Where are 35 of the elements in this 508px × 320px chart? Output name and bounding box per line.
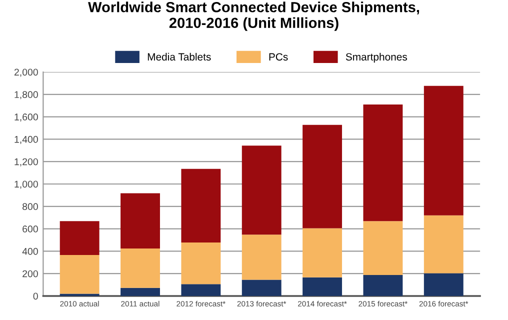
y-tick-label: 1,800 xyxy=(14,91,38,100)
bar xyxy=(242,280,282,296)
bar xyxy=(424,215,464,274)
bar xyxy=(363,104,403,222)
legend-label: Smartphones xyxy=(346,52,408,63)
bar xyxy=(302,124,342,228)
y-tick-label: 1,200 xyxy=(14,158,38,166)
y-tick-label: 800 xyxy=(22,203,38,210)
bar xyxy=(424,86,464,216)
bar xyxy=(181,242,221,284)
bar xyxy=(302,228,342,278)
bar xyxy=(120,248,160,288)
bar xyxy=(302,277,342,296)
legend-label: Media Tablets xyxy=(148,52,211,61)
y-tick-label: 1,600 xyxy=(14,114,38,122)
chart-title: Worldwide Smart Connected Device Shipments, 2010-2016 (Unit Millions) xyxy=(88,2,420,31)
bar xyxy=(60,221,100,256)
bar xyxy=(363,221,403,275)
legend-label: PCs xyxy=(269,53,288,61)
bar xyxy=(181,168,221,242)
bar xyxy=(60,255,100,294)
bar xyxy=(120,288,160,296)
bar xyxy=(120,193,160,249)
bar xyxy=(363,274,403,296)
y-tick-label: 200 xyxy=(22,270,38,278)
bar xyxy=(424,273,464,296)
y-tick-label: 1,400 xyxy=(14,136,38,144)
y-tick-label: 400 xyxy=(22,248,38,255)
bar xyxy=(181,284,221,296)
y-tick-label: 1,000 xyxy=(14,180,38,189)
y-tick-label: 600 xyxy=(22,226,38,232)
bar xyxy=(242,146,282,235)
bar xyxy=(242,234,282,280)
y-tick-label: 0 xyxy=(33,292,38,300)
y-tick-label: 2,000 xyxy=(14,68,38,77)
